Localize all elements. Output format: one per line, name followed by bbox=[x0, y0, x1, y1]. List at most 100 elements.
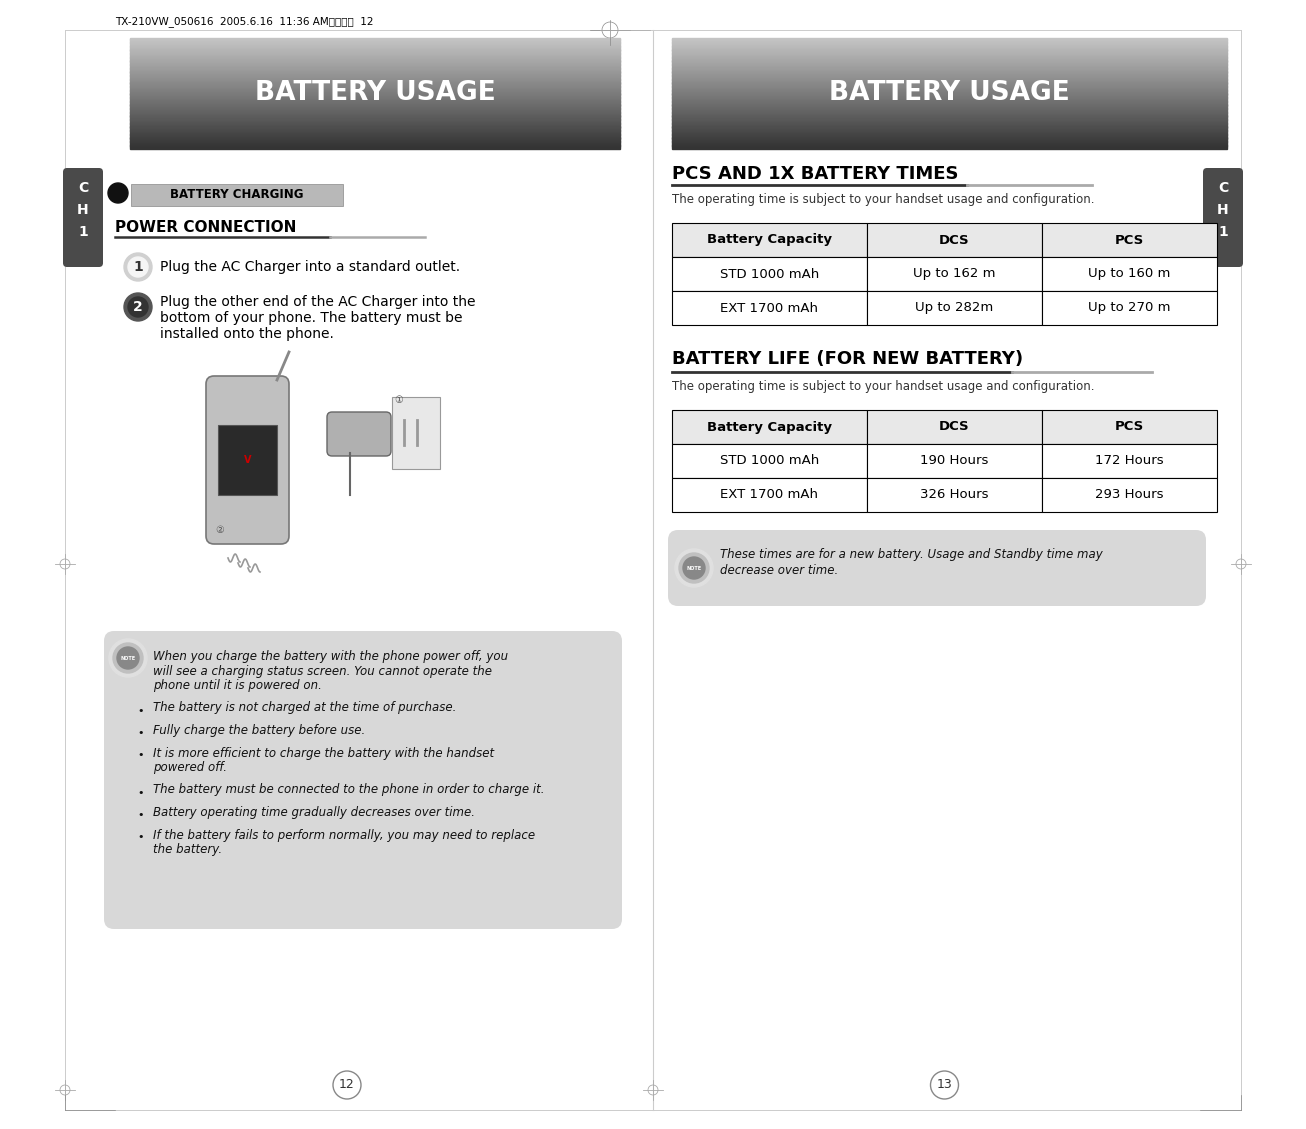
Bar bbox=[673, 121, 1228, 122]
Text: The battery must be connected to the phone in order to charge it.: The battery must be connected to the pho… bbox=[153, 784, 545, 796]
Bar bbox=[673, 41, 1228, 43]
Bar bbox=[673, 122, 1228, 124]
Text: TX-210VW_050616  2005.6.16  11:36 AM　페이지  12: TX-210VW_050616 2005.6.16 11:36 AM 페이지 1… bbox=[115, 17, 374, 27]
Text: Fully charge the battery before use.: Fully charge the battery before use. bbox=[153, 724, 366, 737]
Bar bbox=[673, 93, 1228, 95]
Bar bbox=[673, 124, 1228, 126]
Bar bbox=[673, 129, 1228, 131]
Bar bbox=[131, 112, 620, 114]
Bar bbox=[673, 51, 1228, 52]
FancyBboxPatch shape bbox=[63, 168, 103, 266]
Bar bbox=[673, 55, 1228, 58]
Bar bbox=[131, 147, 620, 149]
Bar bbox=[673, 147, 1228, 149]
Text: Up to 162 m: Up to 162 m bbox=[913, 268, 995, 280]
Bar bbox=[673, 114, 1228, 115]
Bar bbox=[673, 59, 1228, 61]
Bar bbox=[673, 47, 1228, 50]
Bar bbox=[673, 72, 1228, 75]
Bar bbox=[673, 85, 1228, 87]
Text: NOTE: NOTE bbox=[120, 656, 136, 660]
Text: •: • bbox=[137, 809, 144, 820]
Bar bbox=[673, 410, 867, 444]
Text: 172 Hours: 172 Hours bbox=[1096, 455, 1164, 467]
Bar bbox=[131, 77, 620, 78]
Bar bbox=[131, 133, 620, 134]
Bar bbox=[131, 121, 620, 122]
Circle shape bbox=[118, 647, 138, 669]
Bar bbox=[673, 108, 1228, 110]
Bar bbox=[131, 68, 620, 70]
Bar bbox=[673, 53, 1228, 55]
Bar bbox=[673, 86, 1228, 88]
Bar bbox=[673, 73, 1228, 76]
Bar bbox=[673, 58, 1228, 59]
Text: BATTERY LIFE (FOR NEW BATTERY): BATTERY LIFE (FOR NEW BATTERY) bbox=[673, 350, 1023, 368]
Bar bbox=[131, 64, 620, 65]
Bar bbox=[673, 76, 1228, 77]
Text: 190 Hours: 190 Hours bbox=[921, 455, 989, 467]
Text: 2: 2 bbox=[133, 300, 142, 314]
Text: DCS: DCS bbox=[939, 234, 970, 246]
Bar bbox=[1042, 224, 1217, 257]
Text: POWER CONNECTION: POWER CONNECTION bbox=[115, 220, 296, 235]
Bar bbox=[673, 88, 1228, 89]
Text: 326 Hours: 326 Hours bbox=[921, 489, 989, 501]
Bar bbox=[131, 41, 620, 43]
Bar bbox=[673, 40, 1228, 42]
Text: 293 Hours: 293 Hours bbox=[1096, 489, 1164, 501]
Bar bbox=[131, 85, 620, 87]
Circle shape bbox=[930, 1071, 959, 1099]
Circle shape bbox=[124, 253, 151, 281]
Text: BATTERY USAGE: BATTERY USAGE bbox=[829, 80, 1070, 106]
Text: C: C bbox=[1218, 181, 1228, 195]
Bar bbox=[673, 82, 1228, 84]
Text: ①: ① bbox=[394, 395, 402, 405]
Bar bbox=[131, 67, 620, 69]
Bar bbox=[673, 257, 867, 291]
Text: •: • bbox=[137, 706, 144, 716]
FancyBboxPatch shape bbox=[206, 376, 289, 544]
FancyBboxPatch shape bbox=[1203, 168, 1243, 266]
Bar bbox=[1042, 410, 1217, 444]
Circle shape bbox=[679, 553, 709, 583]
Bar bbox=[131, 86, 620, 88]
Bar bbox=[131, 108, 620, 110]
Circle shape bbox=[683, 557, 705, 579]
Bar bbox=[673, 291, 867, 325]
Bar bbox=[867, 291, 1042, 325]
Bar bbox=[673, 90, 1228, 93]
Bar bbox=[673, 141, 1228, 143]
Bar bbox=[131, 99, 620, 102]
Bar bbox=[131, 97, 620, 99]
Bar bbox=[131, 115, 620, 117]
Bar bbox=[673, 117, 1228, 120]
Bar bbox=[673, 112, 1228, 114]
Bar bbox=[673, 42, 1228, 44]
Bar bbox=[673, 130, 1228, 132]
Text: 1: 1 bbox=[1218, 225, 1228, 239]
Bar bbox=[131, 47, 620, 50]
Bar bbox=[131, 141, 620, 143]
Text: •: • bbox=[137, 788, 144, 797]
Circle shape bbox=[128, 297, 148, 317]
Bar bbox=[673, 91, 1228, 94]
Bar bbox=[131, 130, 620, 132]
Text: 13: 13 bbox=[936, 1078, 952, 1092]
Bar bbox=[131, 137, 620, 139]
Bar bbox=[131, 102, 620, 103]
Text: These times are for a new battery. Usage and Standby time may: These times are for a new battery. Usage… bbox=[720, 548, 1102, 561]
Bar bbox=[673, 68, 1228, 70]
Bar bbox=[131, 131, 620, 133]
Bar bbox=[673, 120, 1228, 121]
Bar bbox=[131, 140, 620, 141]
Bar bbox=[131, 52, 620, 53]
Bar bbox=[867, 478, 1042, 511]
Bar bbox=[673, 134, 1228, 137]
Bar bbox=[131, 60, 620, 62]
Bar bbox=[131, 120, 620, 121]
Bar bbox=[131, 114, 620, 115]
Bar bbox=[131, 55, 620, 58]
Bar bbox=[1042, 478, 1217, 511]
Bar bbox=[673, 67, 1228, 69]
